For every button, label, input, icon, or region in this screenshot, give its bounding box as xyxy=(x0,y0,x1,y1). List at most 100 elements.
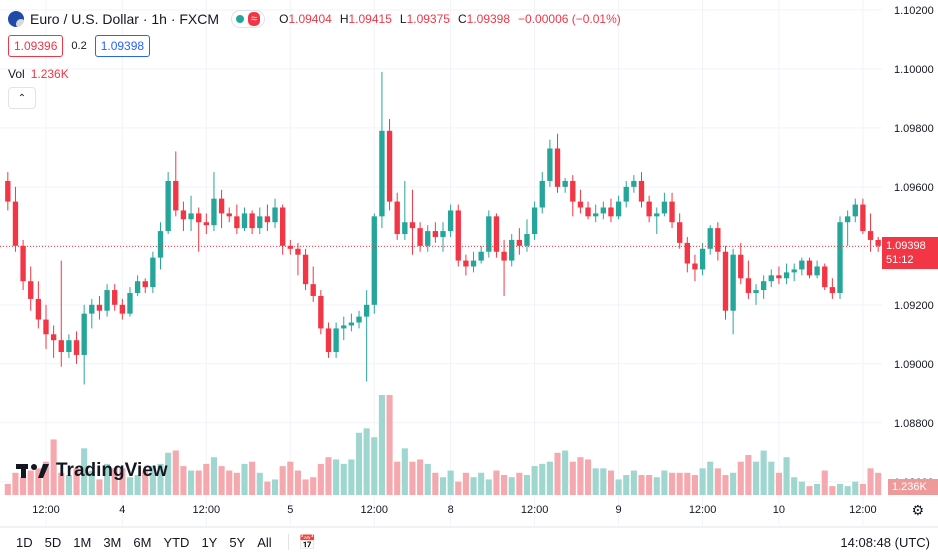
candle-body xyxy=(96,304,103,311)
candle xyxy=(318,290,324,335)
candle xyxy=(806,257,813,279)
sell-button[interactable]: 1.09396 xyxy=(8,35,64,57)
candle xyxy=(12,186,19,252)
candle-body xyxy=(127,293,133,314)
candle xyxy=(455,204,461,267)
timeframe-ytd[interactable]: YTD xyxy=(163,534,190,550)
x-tick-label: 12:00 xyxy=(849,504,877,516)
candle-body xyxy=(257,216,263,229)
candle-body xyxy=(715,228,721,252)
candle xyxy=(829,278,836,299)
candle xyxy=(738,242,744,285)
candle-body xyxy=(738,254,744,279)
candle xyxy=(783,263,790,285)
market-open-dot-icon xyxy=(236,15,245,23)
volume-bar xyxy=(447,470,454,495)
collapse-chevron-icon[interactable]: ⌃ xyxy=(8,87,36,109)
candle-body xyxy=(302,254,309,285)
x-tick-label: 12:00 xyxy=(689,504,717,516)
candle-body xyxy=(654,213,660,217)
candle-body xyxy=(822,266,828,288)
calendar-icon[interactable]: 📅 xyxy=(298,533,317,550)
current-price-value: 1.09398 xyxy=(886,240,926,253)
symbol-title[interactable]: Euro / U.S. Dollar · 1h · FXCM xyxy=(30,11,220,27)
candle xyxy=(623,180,629,208)
candle-body xyxy=(531,207,538,235)
candle xyxy=(50,325,57,358)
candle-body xyxy=(363,304,370,317)
candle-body xyxy=(852,204,858,217)
candle-body xyxy=(509,239,515,261)
settings-gear-icon[interactable]: ⚙ xyxy=(911,502,924,518)
candle xyxy=(66,334,72,358)
market-status-badge[interactable]: ≈ xyxy=(231,10,266,28)
volume-legend: Vol 1.236K xyxy=(8,67,629,81)
volume-bar xyxy=(623,475,630,495)
candle xyxy=(142,278,148,294)
candle xyxy=(43,304,49,350)
timeframe-6m[interactable]: 6M xyxy=(133,534,152,550)
candle xyxy=(646,195,652,223)
volume-bar xyxy=(378,395,385,495)
volume-bar xyxy=(165,452,172,495)
candle-body xyxy=(43,319,49,335)
candle-body xyxy=(417,228,423,246)
volume-bar xyxy=(508,477,515,495)
candle xyxy=(89,298,95,329)
candle xyxy=(226,207,232,223)
candle-body xyxy=(249,213,255,229)
volume-bar xyxy=(615,479,622,495)
euro-dollar-flag-icon xyxy=(8,11,24,27)
candle xyxy=(417,222,423,252)
candle xyxy=(409,189,416,255)
candle-body xyxy=(379,130,385,217)
volume-bar xyxy=(852,481,859,495)
candle-body xyxy=(524,234,530,246)
buy-button[interactable]: 1.09398 xyxy=(94,35,151,57)
candle-body xyxy=(272,207,278,223)
volume-bar xyxy=(737,461,744,495)
candle xyxy=(837,216,843,299)
volume-bar xyxy=(401,448,408,495)
timeframe-1m[interactable]: 1M xyxy=(73,534,92,550)
candle-body xyxy=(73,340,80,355)
volume-bar xyxy=(172,450,179,495)
time-axis[interactable]: 12:00 4 12:00 5 12:00 8 12:00 9 12:00 10 12:00 xyxy=(32,504,876,516)
timeframe-5d[interactable]: 5D xyxy=(44,534,62,550)
volume-bar xyxy=(187,470,195,495)
volume-bar xyxy=(806,486,813,495)
timeframe-1y[interactable]: 1Y xyxy=(201,534,218,550)
utc-clock[interactable]: 14:08:48 (UTC) xyxy=(840,535,930,550)
y-tick-label: 1.09600 xyxy=(894,182,934,194)
candle xyxy=(447,204,454,237)
candle xyxy=(341,316,347,341)
volume-bar xyxy=(417,459,424,495)
volume-bar xyxy=(73,468,80,495)
timeframe-1d[interactable]: 1D xyxy=(16,534,33,550)
timeframe-3m[interactable]: 3M xyxy=(103,534,122,550)
volume-bar xyxy=(684,472,691,495)
candle-body xyxy=(341,325,347,329)
volume-bar xyxy=(531,466,538,495)
ohlc-values: O1.09404 H1.09415 L1.09375 C1.09398 −0.00006… xyxy=(279,12,629,26)
volume-bar xyxy=(226,470,233,495)
volume-bar xyxy=(607,470,615,495)
volume-bar xyxy=(539,463,546,495)
volume-tag: 1.236K xyxy=(888,479,938,495)
volume-bar xyxy=(126,477,134,495)
candle-body xyxy=(119,304,126,314)
tradingview-logo: TradingView xyxy=(16,460,168,482)
volume-bar xyxy=(501,475,508,495)
candle xyxy=(654,207,660,235)
volume-value: 1.236K xyxy=(30,67,69,81)
volume-bar xyxy=(859,483,866,495)
candle xyxy=(661,192,668,217)
candle-body xyxy=(753,290,759,294)
low-label: L xyxy=(399,12,407,26)
candle-body xyxy=(768,275,774,282)
candle xyxy=(844,210,851,246)
timeframe-5y[interactable]: 5Y xyxy=(229,534,246,550)
timeframe-all[interactable]: All xyxy=(257,534,272,550)
volume-bar xyxy=(20,477,27,495)
